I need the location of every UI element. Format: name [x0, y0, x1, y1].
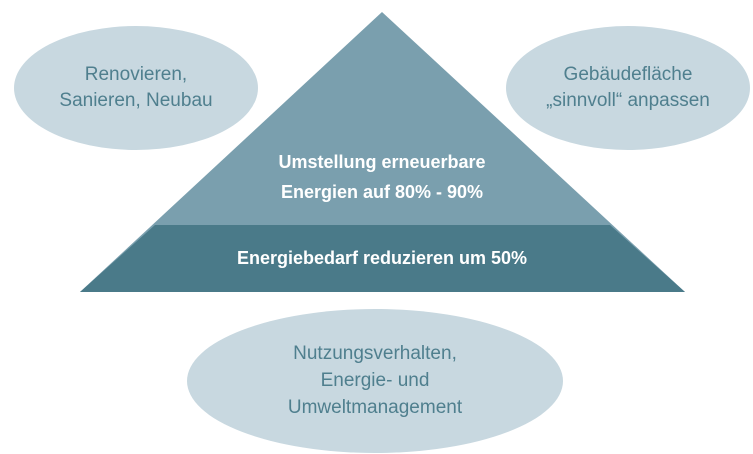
node-label: Gebäudefläche	[564, 64, 693, 85]
node-label: Energie- und	[321, 370, 430, 391]
node-label: Sanieren, Neubau	[59, 90, 212, 111]
node-label: Nutzungsverhalten,	[293, 343, 457, 364]
node-label: „sinnvoll“ anpassen	[546, 90, 710, 111]
pyramid-base-text: Energiebedarf reduzieren um 50%	[237, 248, 527, 268]
ellipse	[187, 309, 563, 453]
ellipse	[14, 26, 258, 150]
ellipse	[506, 26, 750, 150]
pyramid-top-text: Umstellung erneuerbare	[278, 152, 485, 172]
node-label: Umweltmanagement	[288, 397, 463, 418]
pyramid-base	[80, 225, 685, 292]
pyramid-top-text: Energien auf 80% - 90%	[281, 182, 483, 202]
pyramid-top	[80, 12, 685, 292]
node-label: Renovieren,	[85, 64, 187, 85]
